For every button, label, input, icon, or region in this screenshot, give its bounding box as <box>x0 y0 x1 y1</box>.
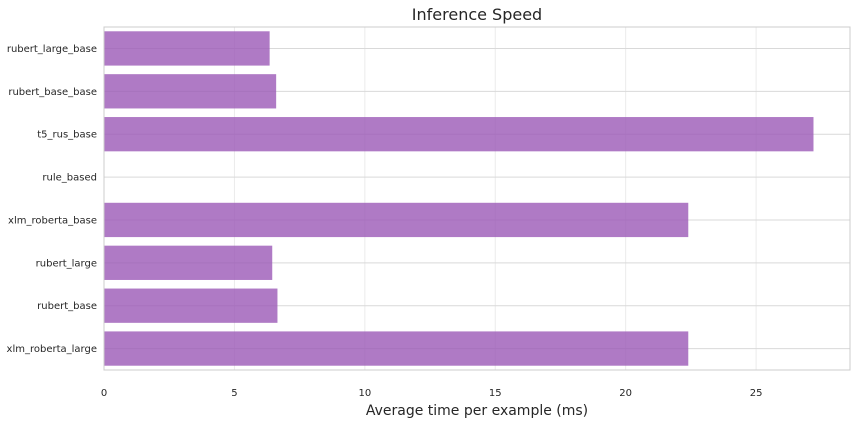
bars <box>104 31 814 366</box>
y-tick-label: xlm_roberta_large <box>7 344 97 355</box>
chart-title: Inference Speed <box>412 5 542 24</box>
x-tick-label: 15 <box>489 388 502 399</box>
x-tick-label: 20 <box>619 388 632 399</box>
bar-rubert_large_base <box>104 31 270 66</box>
x-tick-label: 25 <box>750 388 763 399</box>
bar-rubert_base <box>104 288 278 323</box>
x-tick-label: 5 <box>231 388 237 399</box>
bar-xlm_roberta_base <box>104 202 689 238</box>
x-tick-label: 0 <box>101 388 107 399</box>
x-axis-label: Average time per example (ms) <box>366 403 588 419</box>
x-tick-label: 10 <box>358 388 371 399</box>
bar-xlm_roberta_large <box>104 331 689 366</box>
bar-rubert_large <box>104 245 273 280</box>
bar-rubert_base_base <box>104 74 277 109</box>
y-tick-label: rubert_base <box>37 301 97 312</box>
bar-t5_rus_base <box>104 117 814 152</box>
y-tick-label: rubert_large_base <box>7 44 97 55</box>
plot-frame <box>103 26 851 371</box>
plot-border <box>103 26 851 371</box>
y-tick-label: xlm_roberta_base <box>8 215 97 226</box>
y-tick-label: rubert_large <box>36 258 97 269</box>
y-tick-label: rubert_base_base <box>8 87 97 98</box>
y-tick-label: t5_rus_base <box>37 130 97 141</box>
y-tick-labels: rubert_large_base rubert_base_base t5_rus_… <box>7 44 97 355</box>
y-tick-label: rule_based <box>42 173 97 184</box>
x-tick-labels: 0 5 10 15 20 25 <box>101 388 763 399</box>
